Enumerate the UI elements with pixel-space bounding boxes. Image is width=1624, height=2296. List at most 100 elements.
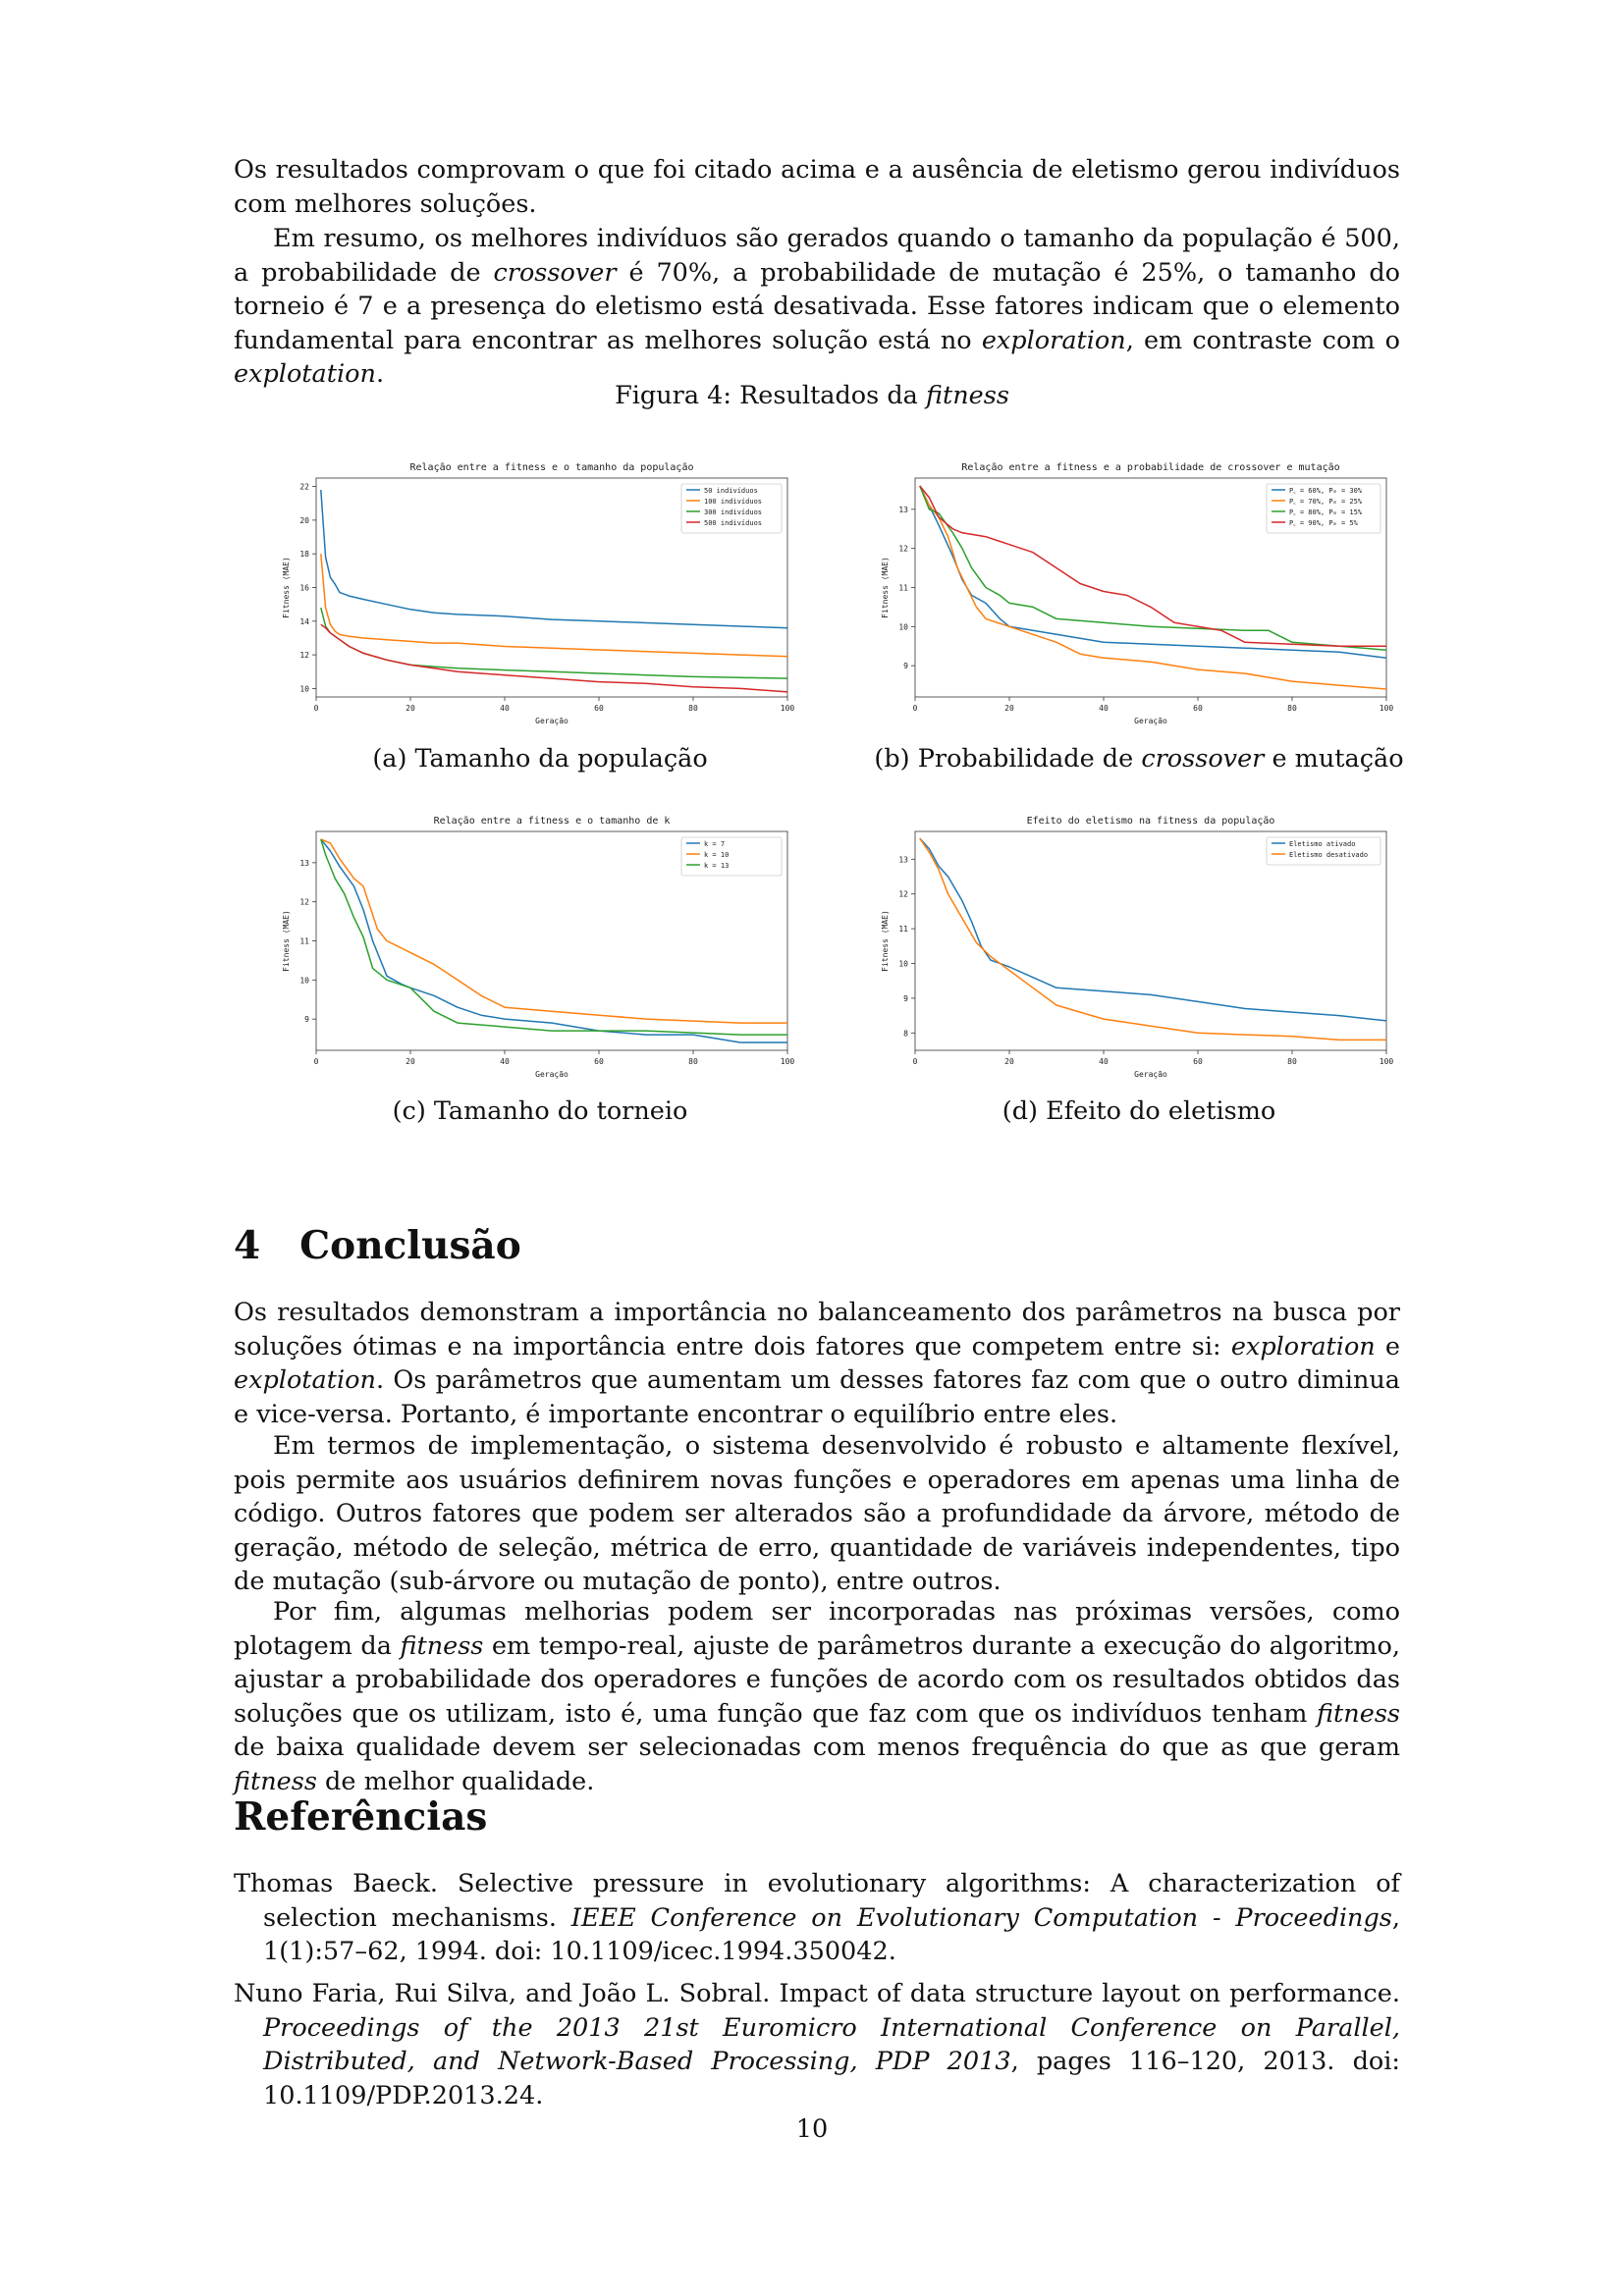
y-tick-label: 22 bbox=[299, 483, 309, 492]
legend-label: 300 indivíduos bbox=[704, 508, 762, 516]
x-tick-label: 20 bbox=[1004, 1057, 1014, 1066]
y-tick-label: 9 bbox=[903, 994, 908, 1003]
chart-panel-b: Relação entre a fitness e a probabilidad… bbox=[874, 456, 1404, 731]
y-tick-label: 12 bbox=[299, 898, 309, 907]
reference-1-details: , 1(1):57–62, 1994. doi: 10.1109/icec.19… bbox=[263, 1902, 1401, 1967]
section-title: Conclusão bbox=[299, 1223, 521, 1268]
subcaption-d-text: (d) Efeito do eletismo bbox=[1001, 1096, 1276, 1126]
y-tick-label: 10 bbox=[898, 960, 908, 969]
x-tick-label: 0 bbox=[314, 704, 319, 713]
chart-a: Relação entre a fitness e o tamanho da p… bbox=[282, 462, 795, 725]
y-tick-label: 13 bbox=[898, 506, 908, 514]
legend-box bbox=[1266, 483, 1381, 534]
references-heading: Referências bbox=[234, 1794, 487, 1840]
x-tick-label: 80 bbox=[1287, 1057, 1297, 1066]
subcaption-d: (d) Efeito do eletismo bbox=[874, 1096, 1404, 1126]
y-tick-label: 13 bbox=[299, 859, 309, 868]
y-tick-label: 9 bbox=[903, 662, 908, 670]
conclusion-text-3g: de melhor qualidade. bbox=[316, 1766, 595, 1796]
subcaption-a-text: (a) Tamanho da população bbox=[372, 744, 708, 774]
y-tick-label: 14 bbox=[299, 617, 309, 626]
y-axis-label: Fitness (MAE) bbox=[282, 557, 291, 618]
legend-label: Eletismo desativado bbox=[1289, 851, 1368, 859]
x-axis-label: Geração bbox=[535, 717, 568, 725]
subcaption-b-text-3: e mutação bbox=[1264, 744, 1404, 774]
intro-text-2a: Em resumo, os melhores indivíduos são ge… bbox=[234, 224, 1400, 288]
series-line bbox=[320, 623, 788, 693]
x-tick-label: 60 bbox=[1193, 1057, 1203, 1066]
reference-2-details: , pages 116–120, 2013. doi: 10.1109/PDP.… bbox=[263, 2047, 1400, 2110]
series-line bbox=[320, 489, 788, 629]
x-tick-label: 80 bbox=[688, 1057, 698, 1066]
legend-label: 500 indivíduos bbox=[704, 519, 762, 527]
intro-text-2d: exploration bbox=[981, 325, 1126, 355]
x-tick-label: 100 bbox=[1380, 704, 1394, 713]
intro-paragraph-2: Em resumo, os melhores indivíduos são ge… bbox=[234, 222, 1400, 392]
x-tick-label: 0 bbox=[913, 1057, 918, 1066]
conclusion-text-3a: Por fim, algumas melhorias podem ser inc… bbox=[234, 1597, 1400, 1661]
y-tick-label: 12 bbox=[898, 545, 908, 554]
subcaption-c: (c) Tamanho do torneio bbox=[275, 1096, 805, 1126]
y-tick-label: 20 bbox=[299, 516, 309, 525]
x-tick-label: 0 bbox=[314, 1057, 319, 1066]
legend-label: k = 10 bbox=[704, 851, 729, 859]
chart-panel-d: Efeito do eletismo na fitness da populaç… bbox=[874, 810, 1404, 1085]
y-axis-label: Fitness (MAE) bbox=[282, 910, 291, 972]
legend-label: k = 7 bbox=[704, 840, 725, 848]
reference-2: Nuno Faria, Rui Silva, and João L. Sobra… bbox=[234, 1977, 1400, 2112]
page-number: 10 bbox=[795, 2114, 829, 2144]
conclusion-text-1a: Os resultados demonstram a importância n… bbox=[234, 1298, 1400, 1362]
section-number: 4 bbox=[234, 1223, 261, 1268]
chart-panel-c: Relação entre a fitness e o tamanho de k… bbox=[275, 810, 805, 1085]
chart-panel-a: Relação entre a fitness e o tamanho da p… bbox=[275, 456, 805, 731]
chart-title: Relação entre a fitness e a probabilidad… bbox=[961, 462, 1339, 473]
conclusion-text-1e: . Os parâmetros que aumentam um desses f… bbox=[234, 1365, 1400, 1429]
y-axis-label: Fitness (MAE) bbox=[881, 910, 890, 972]
y-axis-label: Fitness (MAE) bbox=[881, 557, 890, 618]
subcaption-b: (b) Probabilidade de crossover e mutação bbox=[844, 744, 1434, 774]
x-tick-label: 100 bbox=[1380, 1057, 1394, 1066]
y-tick-label: 10 bbox=[299, 976, 309, 985]
x-tick-label: 20 bbox=[406, 1057, 415, 1066]
x-tick-label: 40 bbox=[1099, 1057, 1109, 1066]
references-title: Referências bbox=[234, 1794, 488, 1840]
legend-box bbox=[1266, 836, 1381, 866]
x-tick-label: 0 bbox=[913, 704, 918, 713]
conclusion-text-3b: fitness bbox=[400, 1630, 484, 1661]
subcaption-a: (a) Tamanho da população bbox=[275, 744, 805, 774]
x-tick-label: 100 bbox=[781, 704, 795, 713]
y-tick-label: 10 bbox=[299, 684, 309, 693]
legend-label: P꜀ = 80%, Pₘ = 15% bbox=[1289, 508, 1363, 516]
conclusion-text-3f: fitness bbox=[234, 1766, 317, 1796]
figure-caption-text: Figura 4: Resultados da bbox=[615, 381, 926, 410]
x-tick-label: 100 bbox=[781, 1057, 795, 1066]
subcaption-c-text: (c) Tamanho do torneio bbox=[392, 1096, 688, 1126]
legend-box bbox=[680, 836, 783, 877]
chart-c: Relação entre a fitness e o tamanho de k… bbox=[282, 816, 795, 1079]
y-tick-label: 12 bbox=[299, 651, 309, 660]
chart-title: Efeito do eletismo na fitness da populaç… bbox=[1027, 816, 1275, 827]
legend-label: P꜀ = 90%, Pₘ = 5% bbox=[1289, 519, 1359, 527]
plot-frame bbox=[914, 830, 1387, 1051]
conclusion-text-1b: exploration bbox=[1230, 1331, 1376, 1362]
reference-2-text: Nuno Faria, Rui Silva, and João L. Sobra… bbox=[234, 1979, 1400, 2008]
y-tick-label: 11 bbox=[299, 937, 309, 946]
y-tick-label: 11 bbox=[898, 584, 908, 593]
chart-title: Relação entre a fitness e o tamanho de k bbox=[434, 816, 671, 827]
y-tick-label: 10 bbox=[898, 622, 908, 631]
series-line bbox=[320, 838, 787, 1024]
intro-text-2g: . bbox=[375, 359, 385, 389]
x-axis-label: Geração bbox=[1134, 717, 1167, 725]
conclusion-paragraph-1: Os resultados demonstram a importância n… bbox=[234, 1296, 1400, 1431]
y-tick-label: 11 bbox=[898, 925, 908, 934]
intro-text-2c: é 70%, a probabilidade de mutação é 25%,… bbox=[234, 257, 1400, 355]
x-tick-label: 60 bbox=[1193, 704, 1203, 713]
x-axis-label: Geração bbox=[1134, 1070, 1167, 1079]
y-tick-label: 12 bbox=[898, 890, 908, 899]
y-tick-label: 13 bbox=[898, 855, 908, 864]
series-line bbox=[320, 838, 787, 1036]
legend-label: P꜀ = 60%, Pₘ = 30% bbox=[1289, 487, 1363, 495]
figure-caption-italic: fitness bbox=[925, 381, 1009, 410]
x-axis-label: Geração bbox=[535, 1070, 568, 1079]
legend-label: Eletismo ativado bbox=[1289, 840, 1355, 848]
